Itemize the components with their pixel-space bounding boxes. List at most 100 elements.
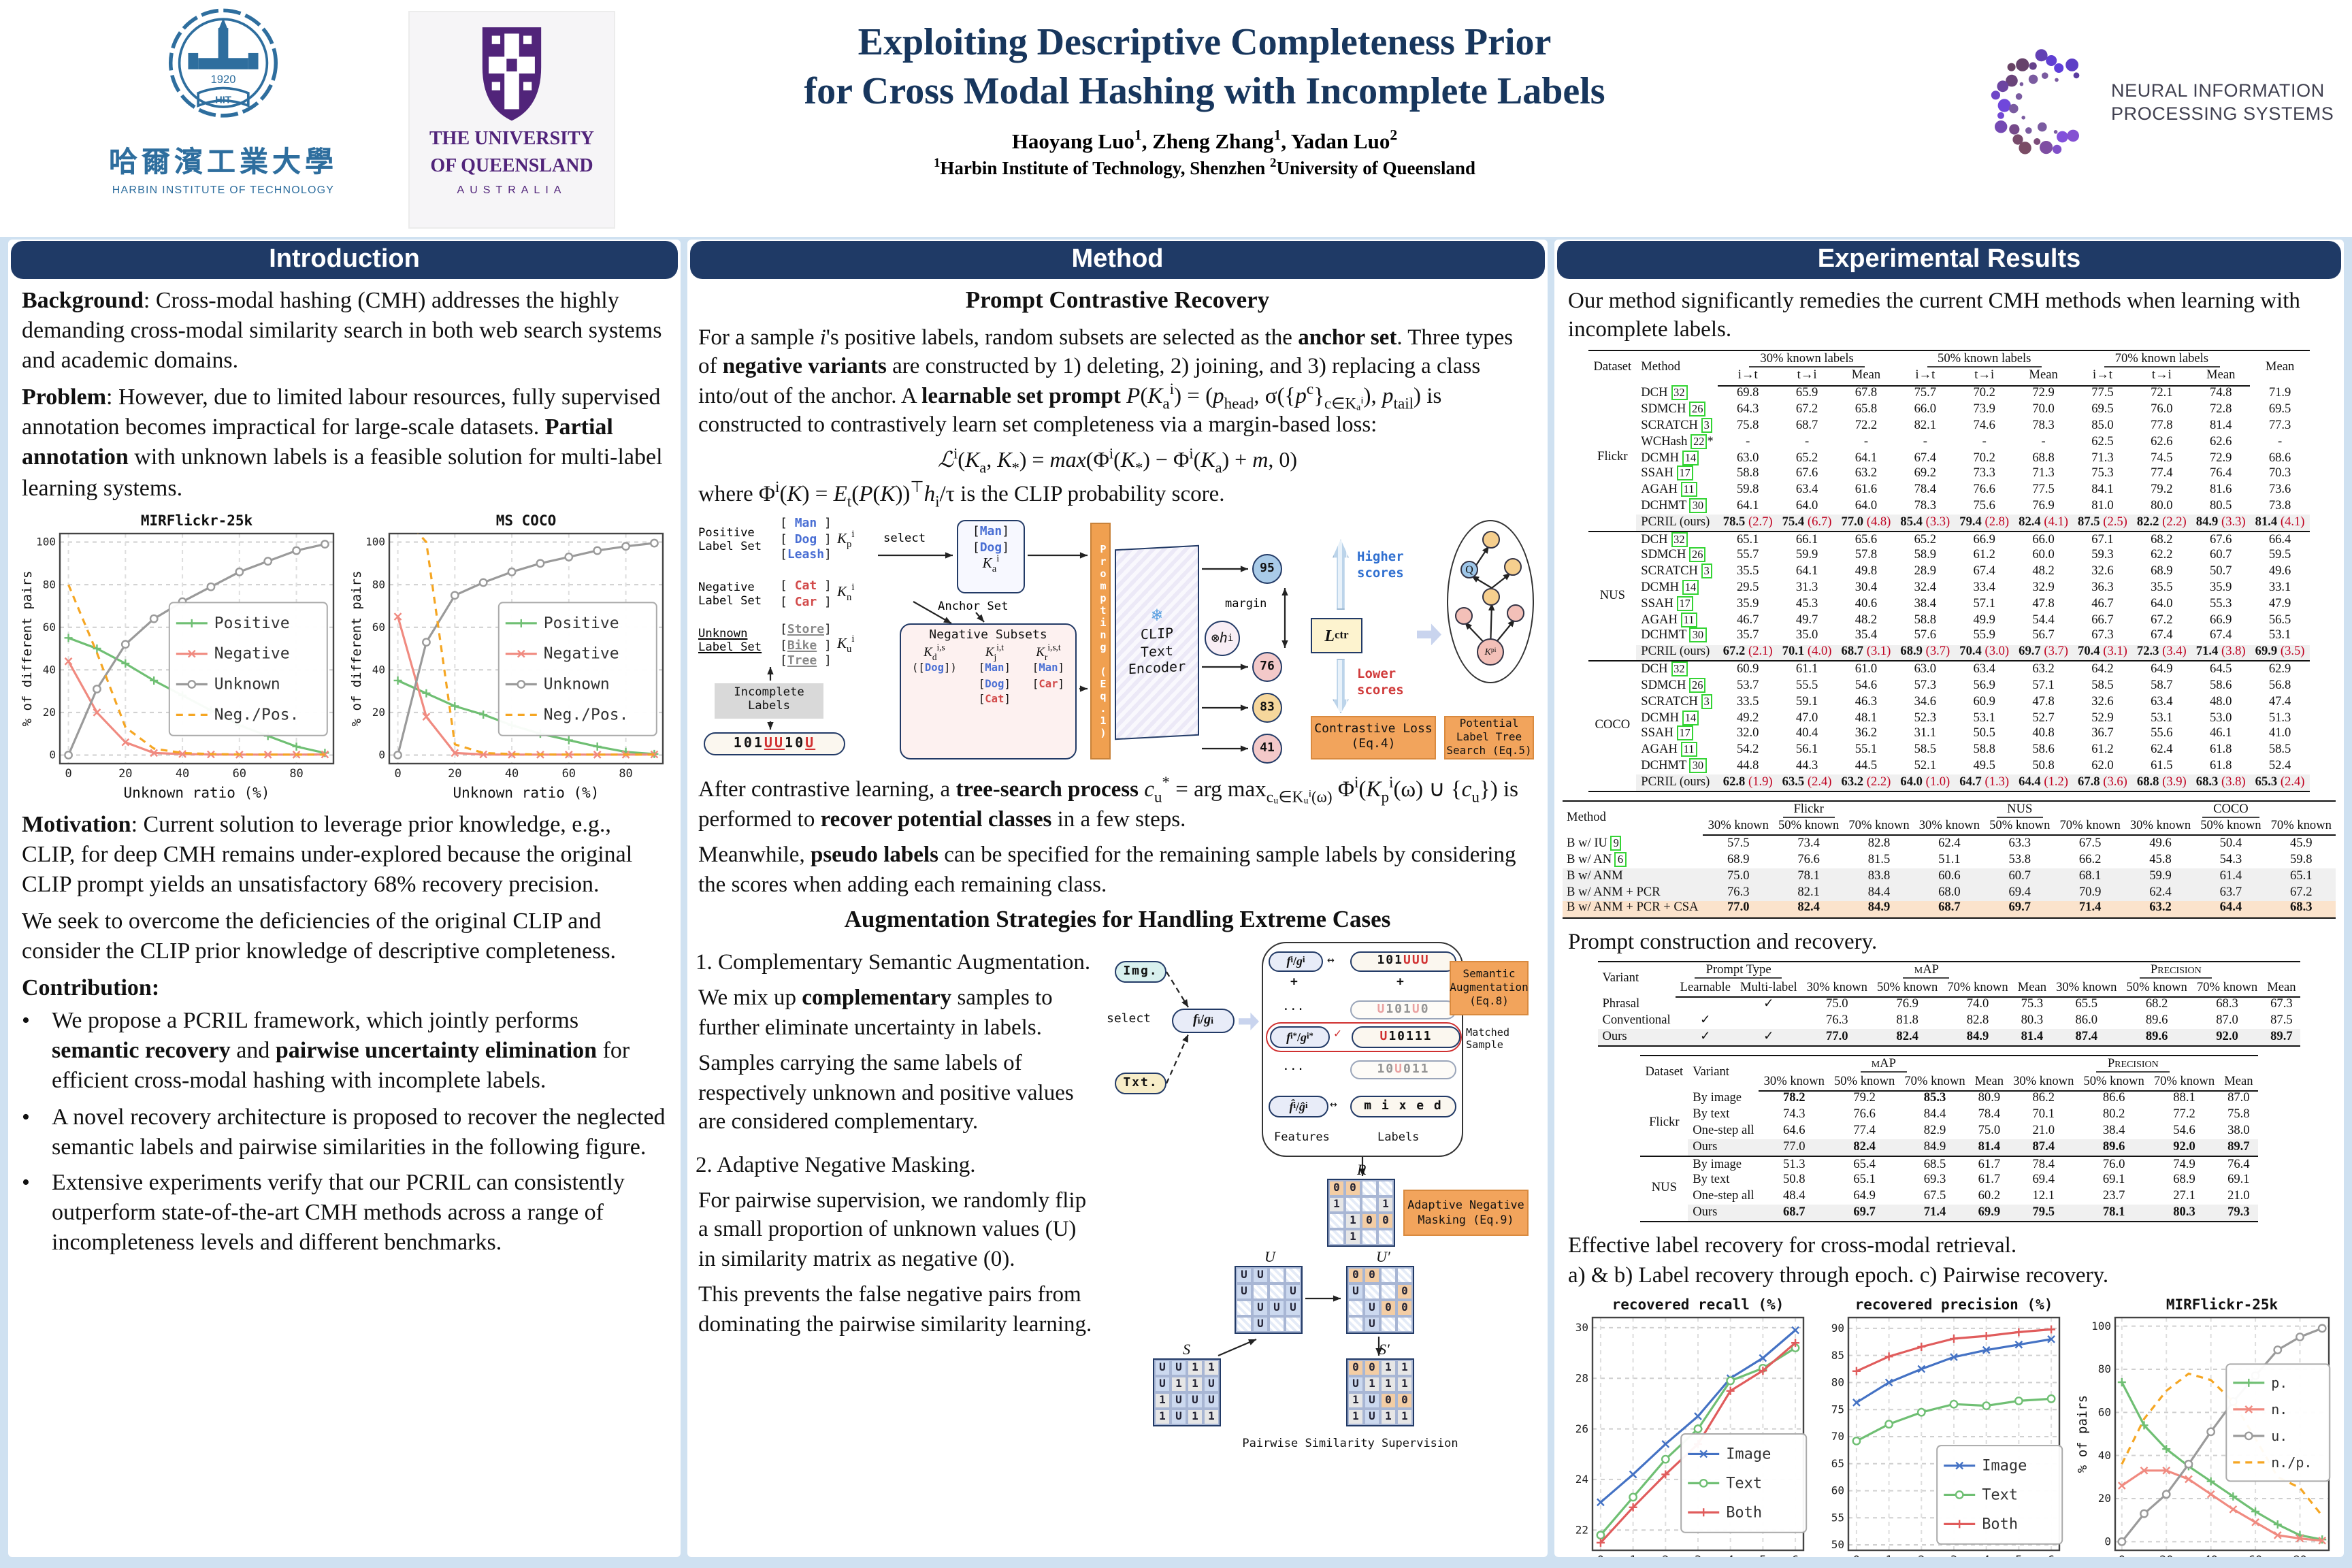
- tree-node: [1507, 604, 1524, 623]
- table-row: NUS By image 51.3 65.4 68.5 61.7 78.4 76.0 74.9 7…: [1640, 1155, 2258, 1222]
- table-row: AGAH 11 46.7 49.7 48.2 58.8 49.9 54.4 66.7 67.2 6…: [1641, 612, 2291, 627]
- table-row: Phrasal ✓ 75.0 76.9 74.0 75.3 65.5 68.2 68.3 67.3: [1602, 998, 2293, 1012]
- image-modality-pill: Img.: [1115, 960, 1166, 983]
- table-row: SSAH 17 35.9 45.3 40.6 38.4 57.1 47.8 46.7 64.0 5…: [1641, 595, 2291, 611]
- table-row: PCRIL (ours) 62.8 (1.9) 63.5 (2.4) 63.2 (2.…: [1588, 774, 2310, 791]
- table-row: COCO DCH 32 60.9 61.1 61.0 63.0 63.4 63.2 64.2 64…: [1588, 660, 2310, 791]
- augmentation-section-title: Augmentation Strategies for Handling Ext…: [844, 904, 1391, 932]
- anchor-set-box: [Man] [Dog] Kai: [957, 520, 1025, 594]
- table-row: AGAH 11 54.2 56.1 55.1 58.5 58.8 58.6 61.2 62.4 6…: [1641, 742, 2291, 757]
- svg-text:u.: u.: [2271, 1428, 2287, 1444]
- text-modality-pill: Txt.: [1115, 1072, 1166, 1094]
- table-row: Conventional ✓ 76.3 81.8 82.8 80.3 86.0 89.6 87.…: [1602, 1014, 2293, 1028]
- table-row: SDMCH 26 55.7 59.9 57.8 58.9 61.2 60.0 59.3 62.2…: [1641, 547, 2291, 563]
- svg-text:Negative: Negative: [544, 644, 619, 662]
- svg-text:Both: Both: [1982, 1516, 2018, 1533]
- method-subsection-title: Prompt Contrastive Recovery: [965, 286, 1270, 313]
- svg-text:60: 60: [562, 766, 576, 780]
- svg-text:Unknown ratio (%): Unknown ratio (%): [453, 784, 600, 800]
- incomplete-code-pill: 101 U U 10 U: [704, 732, 845, 756]
- table-row: DCHMT 30 64.1 64.0 64.0 78.3 75.6 76.9 81.0 80.0…: [1641, 497, 2291, 513]
- table-row: PCRIL (ours) 78.5 (2.7) 75.4 (6.7) 77.0 (4.…: [1588, 514, 2310, 532]
- method-paragraph-2: where Φi(K) = Et(P(K))⊤hi/τ is the CLIP …: [698, 479, 1225, 511]
- hash-feature-node: ⊗ h i: [1205, 621, 1240, 657]
- semantic-augmentation-box: Semantic Augmentation (Eq.8): [1450, 960, 1529, 1015]
- aug1-text2: Samples carrying the same labels of resp…: [698, 1049, 1074, 1134]
- svg-text:80: 80: [2293, 1554, 2306, 1557]
- contribution-list: • We propose a PCRIL framework, which joi…: [22, 1006, 667, 1258]
- intro-background-text: Background: Cross-modal hashing (CMH) ad…: [22, 287, 662, 374]
- svg-text:MS COCO: MS COCO: [496, 512, 557, 528]
- pairwise-supervision-caption: Pairwise Similarity Supervision: [1242, 1437, 1458, 1451]
- intro-motivation-text: Motivation: Current solution to leverage…: [22, 811, 633, 897]
- svg-text:6: 6: [1792, 1554, 1799, 1557]
- svg-text:MIRFlickr-25k: MIRFlickr-25k: [2166, 1296, 2278, 1313]
- u2-matrix-label: U′: [1376, 1249, 1390, 1266]
- tree-node: [1455, 607, 1473, 625]
- chart-recovered-precision: 50 55 60 65 70 75 80 85 90 0 1 2 3 4 5 6 Image Text Both re…: [1818, 1294, 2066, 1557]
- svg-text:Image: Image: [1982, 1458, 2027, 1475]
- svg-text:5: 5: [1759, 1554, 1766, 1557]
- unknown-label-set-label: Unknown Label Set: [698, 627, 762, 655]
- results-intro-text: Our method significantly remedies the cu…: [1568, 287, 2300, 342]
- chart-mscoco: 0 20 40 60 80 100 0 20 40 60 80 Positive Negative Unk…: [348, 510, 670, 804]
- svg-text:40: 40: [2204, 1554, 2217, 1557]
- svg-text:40: 40: [372, 663, 385, 676]
- table-row: DCMH 14 63.0 65.2 64.1 67.4 70.2 68.8 71.3 74.5 7…: [1641, 450, 2291, 466]
- svg-text:Neg./Pos.: Neg./Pos.: [214, 706, 299, 723]
- prompt-table: Variant Prompt Type mAP Precision Learnable M…: [1597, 960, 2301, 1047]
- svg-text:85: 85: [1831, 1349, 1844, 1362]
- svg-text:Negative: Negative: [214, 644, 290, 662]
- svg-text:Unknown ratio (%): Unknown ratio (%): [124, 784, 270, 800]
- svg-text:Positive: Positive: [214, 614, 290, 632]
- svg-text:3: 3: [1950, 1554, 1957, 1557]
- svg-text:Both: Both: [1726, 1504, 1762, 1521]
- tree-node: [1482, 588, 1500, 606]
- neurips-wordmark: NEURAL INFORMATION PROCESSING SYSTEMS: [2111, 80, 2334, 124]
- svg-text:6: 6: [2048, 1554, 2055, 1557]
- svg-text:Image: Image: [1726, 1446, 1771, 1463]
- method-paragraph-1: For a sample i's positive labels, random…: [698, 324, 1514, 438]
- uq-shield-icon: [482, 27, 542, 121]
- section-header-results: Experimental Results: [1557, 241, 2341, 279]
- section-header-method: Method: [690, 241, 1545, 279]
- results-panel: Experimental Results Our method signific…: [1554, 240, 2344, 1557]
- svg-text:2: 2: [1918, 1554, 1925, 1557]
- svg-text:4: 4: [1727, 1554, 1734, 1557]
- svg-text:20: 20: [118, 766, 132, 780]
- aug1-text1: We mix up complementary samples to furth…: [698, 984, 1053, 1040]
- poster-header: 1920 HIT 哈爾濱工業大學 HARBIN INSTITUTE OF TEC…: [0, 0, 2352, 237]
- svg-text:HIT: HIT: [215, 95, 231, 106]
- svg-text:30: 30: [1575, 1321, 1588, 1334]
- svg-text:100: 100: [36, 535, 56, 548]
- svg-text:20: 20: [2098, 1492, 2111, 1505]
- table-row: B w/ ANM 75.0 78.1 83.8 60.6 60.7 68.1 59.9 61.4…: [1562, 868, 2336, 885]
- svg-text:75: 75: [1831, 1403, 1844, 1416]
- score-76: 76: [1252, 652, 1282, 683]
- table-row: B w/ ANM + PCR 76.3 82.1 84.4 68.0 69.4 70.9 62…: [1562, 884, 2336, 901]
- check-icon: ✓: [1334, 1027, 1341, 1041]
- svg-text:60: 60: [2249, 1554, 2262, 1557]
- select-label: select: [1107, 1012, 1152, 1026]
- main-results-table-wrap: Dataset Method 30% known labels 50% known l…: [1554, 349, 2344, 792]
- svg-text:80: 80: [372, 578, 385, 591]
- main-results-table: Dataset Method 30% known labels 50% known l…: [1588, 349, 2310, 792]
- table-row: Ours ✓ ✓ 77.0 82.4 84.9 81.4 87.4 89.6 92.0 89.7: [1597, 1029, 2301, 1046]
- section-header-introduction: Introduction: [11, 241, 678, 279]
- neurips-logo: NEURAL INFORMATION PROCESSING SYSTEMS: [1980, 35, 2334, 172]
- anchor-set-caption: Anchor Set: [938, 600, 1009, 615]
- svg-text:60: 60: [233, 766, 246, 780]
- unknown-label-items: [Store] [Bike ] [Tree ]: [780, 623, 832, 669]
- table-row: DCMH 14 49.2 47.0 48.1 52.3 53.1 52.7 52.9 53.1 5…: [1641, 710, 2291, 725]
- svg-text:Positive: Positive: [544, 614, 619, 632]
- table-row: Ours 68.7 69.7 71.4 69.9 79.5 78.1 80.3 79.3: [1640, 1205, 2258, 1222]
- svg-text:% of different pairs: % of different pairs: [349, 570, 364, 726]
- svg-text:recovered precision (%): recovered precision (%): [1855, 1296, 2053, 1313]
- table-row: DCHMT 30 35.7 35.0 35.4 57.6 55.9 56.7 67.3 67.4…: [1641, 627, 2291, 643]
- svg-text:n./p.: n./p.: [2271, 1454, 2312, 1471]
- table-row: Flickr By image 78.2 79.2 85.3 80.9 86.2 86.6 88…: [1649, 1092, 2250, 1130]
- table-row: By text 50.8 65.1 69.3 61.7 69.4 69.1 68.9 69.1: [1693, 1173, 2250, 1188]
- ablation-table: Method Flickr NUS COCO 30% known 50% known 70%…: [1562, 800, 2336, 918]
